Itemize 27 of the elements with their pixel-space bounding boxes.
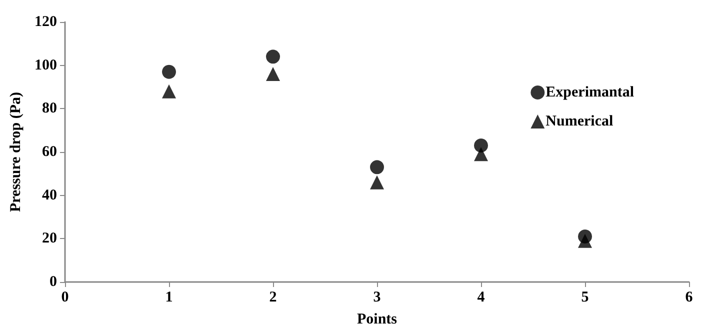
legend-label: Numerical: [546, 114, 614, 130]
y-tick-label: 40: [42, 187, 57, 204]
y-tick-label: 20: [42, 230, 57, 247]
point: [266, 50, 280, 64]
point: [162, 64, 176, 79]
x-tick-label: 3: [373, 290, 381, 306]
point: [266, 67, 280, 81]
y-tick-label: 60: [42, 144, 57, 160]
x-tick-label: 5: [581, 290, 589, 306]
x-axis-title: Points: [356, 312, 398, 328]
x-tick-label: 1: [165, 290, 173, 306]
point: [474, 147, 488, 162]
x-tick-label: 2: [269, 290, 277, 306]
point: [370, 160, 384, 174]
y-tick-label: 0: [50, 274, 57, 290]
y-tick-label: 100: [34, 57, 57, 74]
y-tick-label: 80: [42, 100, 57, 117]
y-axis-title: Pressure drop (Pa): [8, 92, 24, 212]
y-tick-label: 120: [34, 14, 57, 30]
point: [578, 234, 592, 248]
x-tick-label: 4: [477, 290, 486, 306]
x-tick-label: 6: [685, 290, 694, 306]
point: [370, 175, 384, 190]
x-tick-label: 0: [61, 290, 69, 306]
legend-label: Experimantal: [546, 84, 634, 100]
point: [162, 84, 176, 98]
point: [474, 138, 488, 152]
